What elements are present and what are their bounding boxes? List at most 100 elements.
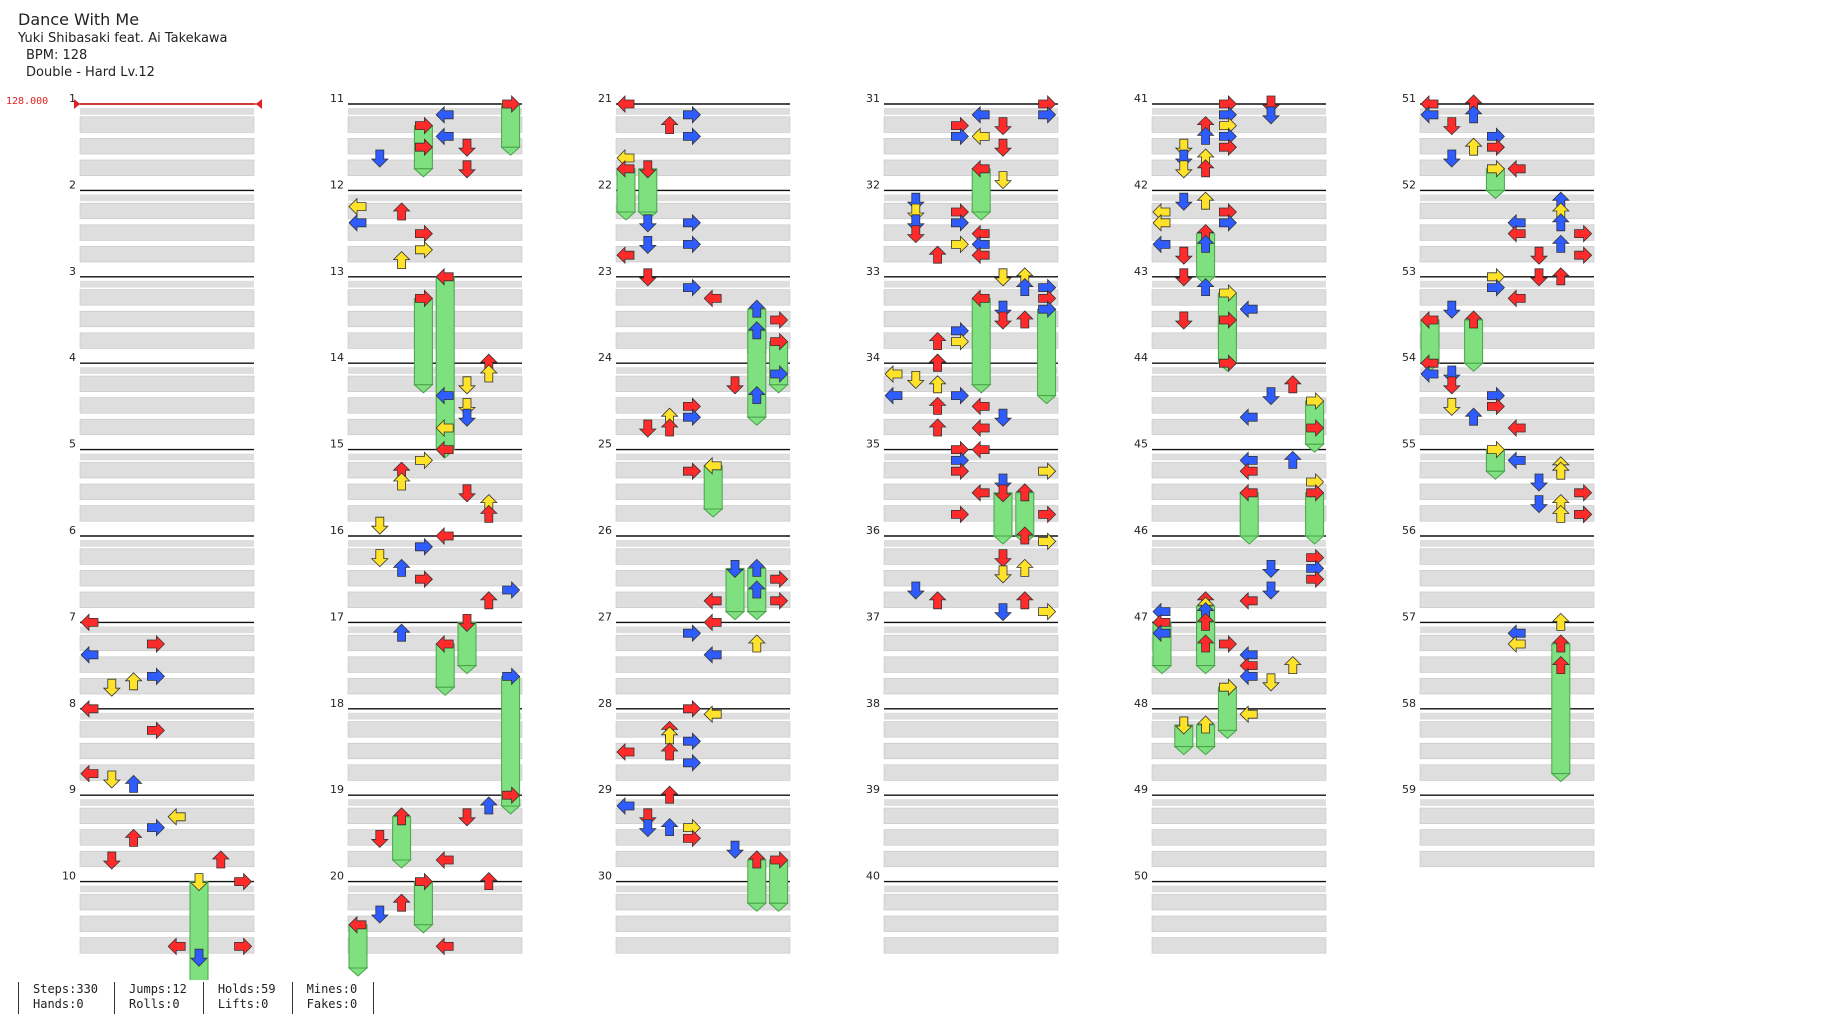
note-arrow-up <box>392 251 411 270</box>
down-arrow-icon <box>102 851 121 870</box>
beat-band <box>883 246 1059 263</box>
right-arrow-icon <box>146 635 165 653</box>
beat-band <box>347 742 523 760</box>
note-arrow-right <box>1219 678 1237 697</box>
beat-band <box>1151 332 1327 349</box>
beat-band <box>1419 483 1595 500</box>
beat-band <box>79 742 255 760</box>
beat-band <box>1419 375 1595 392</box>
beat-band <box>79 138 255 155</box>
beat-band <box>883 742 1059 760</box>
beat-band <box>615 418 791 436</box>
note-arrow-up <box>928 375 947 394</box>
beat-band <box>1152 540 1326 547</box>
note-arrow-down <box>1174 268 1193 287</box>
note-arrow-left <box>703 456 722 475</box>
up-arrow-icon <box>747 580 766 599</box>
beat-band <box>615 850 791 868</box>
beat-band <box>1151 289 1327 306</box>
left-arrow-icon <box>971 105 990 124</box>
beat-band <box>347 138 523 155</box>
right-arrow-icon <box>683 829 701 848</box>
note-arrow-left <box>348 915 367 934</box>
beat-band <box>1151 548 1327 565</box>
right-arrow-icon <box>146 667 165 686</box>
note-arrow-up <box>392 558 411 577</box>
beat-band <box>615 570 791 587</box>
hold-body <box>1037 308 1057 397</box>
beat-band <box>1151 850 1327 868</box>
note-arrow-down <box>370 905 389 924</box>
measure-number: 26 <box>598 524 612 537</box>
measure-number: 52 <box>1402 178 1416 191</box>
right-arrow-icon <box>234 937 253 956</box>
note-arrow-right <box>683 235 701 254</box>
left-arrow-icon <box>971 289 990 308</box>
beat-band <box>884 712 1058 720</box>
beat-band <box>883 915 1059 932</box>
right-arrow-icon <box>683 235 701 254</box>
beat-band <box>883 224 1059 241</box>
right-arrow-icon <box>414 138 433 157</box>
up-arrow-icon <box>1551 213 1570 232</box>
up-arrow-icon <box>1015 526 1034 545</box>
beat-band <box>1152 885 1326 893</box>
note-arrow-left <box>616 95 635 113</box>
up-arrow-icon <box>1551 634 1570 653</box>
note-arrow-up <box>747 321 766 340</box>
stat-steps: Steps:330 <box>33 982 99 996</box>
left-arrow-icon <box>435 527 454 545</box>
note-arrow-up <box>1551 656 1570 674</box>
beat-band <box>883 807 1059 824</box>
right-arrow-icon <box>414 872 433 891</box>
note-arrow-right <box>146 667 165 686</box>
note-arrow-down <box>458 408 476 427</box>
hold-body <box>616 168 636 213</box>
note-arrow-left <box>80 645 99 664</box>
right-arrow-icon <box>414 570 433 589</box>
right-arrow-icon <box>1487 440 1505 459</box>
right-arrow-icon <box>502 95 521 113</box>
note-arrow-up <box>1015 591 1034 610</box>
beat-band <box>1151 159 1327 176</box>
up-arrow-icon <box>1551 656 1570 674</box>
beat-band <box>79 397 255 414</box>
down-arrow-icon <box>994 549 1012 568</box>
up-arrow-icon <box>124 774 143 793</box>
note-arrow-up <box>747 580 766 599</box>
beat-band <box>884 280 1058 288</box>
hold-tail <box>391 859 412 869</box>
beat-band <box>80 367 254 374</box>
beat-band <box>615 915 791 932</box>
hold-body <box>413 297 433 386</box>
up-arrow-icon <box>928 418 947 437</box>
measure-number: 47 <box>1134 610 1148 623</box>
measure-number: 20 <box>330 870 344 883</box>
right-arrow-icon <box>1574 483 1593 502</box>
beat-band <box>1420 626 1594 634</box>
beat-band <box>616 626 790 634</box>
bpm-marker-end <box>256 99 262 109</box>
note-arrow-down <box>1262 560 1280 578</box>
beat-band <box>347 418 523 436</box>
left-arrow-icon <box>80 613 99 632</box>
left-arrow-icon <box>1420 311 1439 329</box>
left-arrow-icon <box>616 797 635 815</box>
note-arrow-right <box>1038 300 1057 319</box>
note-arrow-left <box>971 246 990 265</box>
beat-band <box>1151 483 1327 500</box>
right-arrow-icon <box>770 311 789 329</box>
hold-tail <box>1151 665 1173 675</box>
beat-band <box>79 548 255 565</box>
beat-band <box>884 367 1058 374</box>
note-arrow-down <box>1442 149 1461 168</box>
note-arrow-left <box>435 851 454 869</box>
down-arrow-icon <box>190 873 208 892</box>
beat-band <box>1151 138 1327 155</box>
note-arrow-left <box>1239 705 1258 724</box>
down-arrow-icon <box>638 160 657 179</box>
right-arrow-icon <box>683 213 701 232</box>
beat-band <box>347 829 523 846</box>
note-arrow-left <box>1239 667 1258 686</box>
note-arrow-right <box>146 818 165 837</box>
